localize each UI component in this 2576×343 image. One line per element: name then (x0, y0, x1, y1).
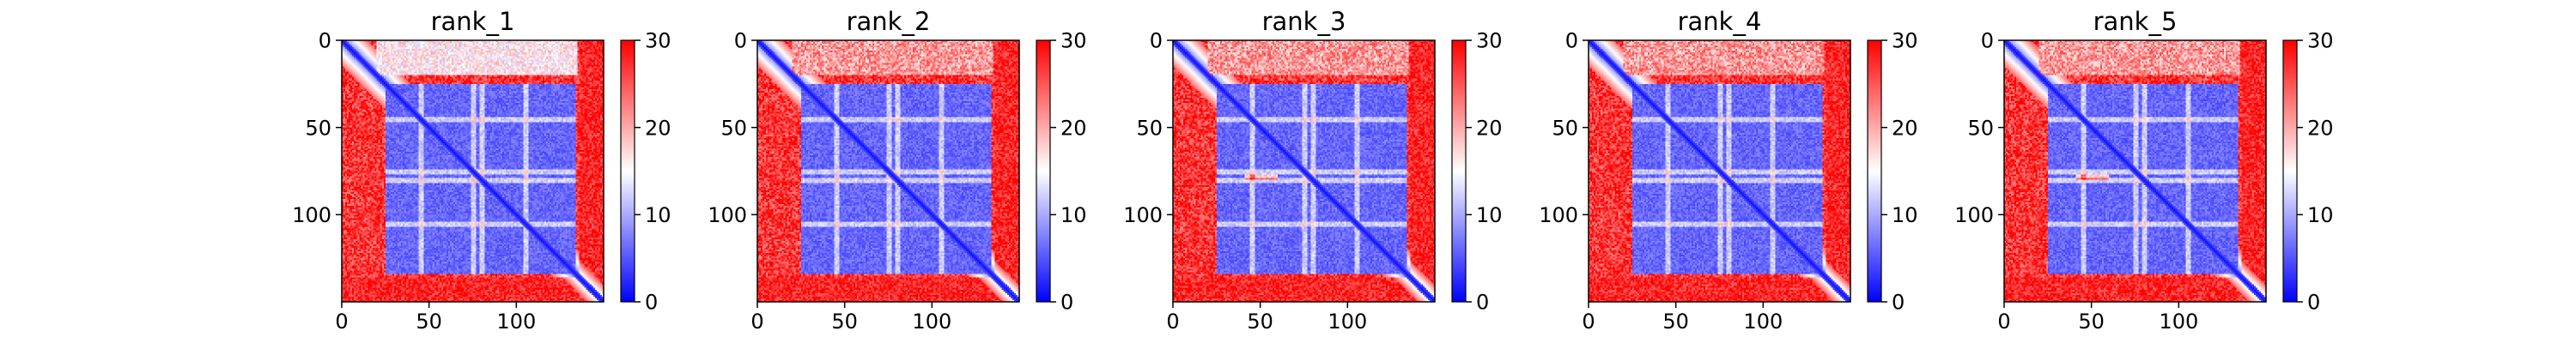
y-tick-label: 50 (1136, 116, 1163, 140)
y-tick-label: 50 (720, 116, 747, 140)
x-tick-label: 50 (1662, 310, 1689, 334)
colorbar-tick-label: 20 (1476, 116, 1503, 140)
axes-frame (756, 39, 1020, 303)
colorbar-tick-label: 10 (2307, 203, 2334, 227)
colorbar (1451, 39, 1467, 303)
colorbar (620, 39, 635, 303)
x-tick-label: 50 (1247, 310, 1273, 334)
x-tick-label: 100 (912, 310, 951, 334)
colorbar-tick-label: 20 (645, 116, 671, 140)
x-tick-label: 0 (1997, 310, 2010, 334)
colorbar-tick-label: 20 (1892, 116, 1918, 140)
y-tick-label: 50 (1552, 116, 1578, 140)
heatmap-image (1589, 40, 1850, 302)
x-tick-label: 50 (831, 310, 858, 334)
heatmap-panel-2: rank_2 0 50 100 0 50 100 0 10 20 30 (708, 7, 1086, 334)
y-tick-label: 100 (1539, 203, 1578, 227)
colorbar-tick-label: 30 (1060, 29, 1087, 53)
panel-title: rank_4 (1678, 7, 1762, 36)
x-tick-label: 100 (1327, 310, 1367, 334)
heatmap-image (1173, 40, 1435, 302)
y-tick-label: 50 (305, 116, 331, 140)
panel-title: rank_2 (847, 7, 931, 36)
y-tick-label: 0 (319, 29, 331, 53)
colorbar-tick-label: 30 (1892, 29, 1918, 53)
y-tick-label: 100 (292, 203, 331, 227)
y-tick-label: 100 (708, 203, 747, 227)
colorbar-tick-label: 0 (1060, 291, 1073, 315)
colorbar-tick-label: 10 (1060, 203, 1087, 227)
y-tick-label: 100 (1123, 203, 1163, 227)
heatmap-panel-3: rank_3 0 50 100 0 50 100 0 10 20 30 (1123, 7, 1502, 334)
heatmap-image (342, 40, 604, 302)
heatmap-panel-4: rank_4 0 50 100 0 50 100 0 10 20 30 (1539, 7, 1917, 334)
x-tick-label: 100 (2159, 310, 2198, 334)
y-tick-label: 0 (1565, 29, 1578, 53)
axes-frame (2003, 39, 2267, 303)
colorbar-tick-label: 10 (1476, 203, 1503, 227)
axes-frame (1588, 39, 1851, 303)
colorbar-tick-label: 30 (2307, 29, 2334, 53)
axes-frame (1172, 39, 1436, 303)
colorbar (1036, 39, 1051, 303)
colorbar-tick-label: 0 (1892, 291, 1905, 315)
heatmap-image (2004, 40, 2266, 302)
x-tick-label: 100 (496, 310, 536, 334)
x-tick-label: 0 (1582, 310, 1595, 334)
y-tick-label: 0 (1981, 29, 1994, 53)
axes-frame (341, 39, 605, 303)
y-tick-label: 0 (1150, 29, 1163, 53)
colorbar-tick-label: 10 (645, 203, 671, 227)
colorbar-tick-label: 0 (645, 291, 658, 315)
heatmap-image (757, 40, 1019, 302)
colorbar-tick-label: 20 (2307, 116, 2334, 140)
panel-title: rank_3 (1262, 7, 1346, 36)
colorbar-tick-label: 10 (1892, 203, 1918, 227)
y-tick-label: 50 (1967, 116, 1994, 140)
colorbar (1867, 39, 1882, 303)
colorbar-tick-label: 0 (2307, 291, 2320, 315)
heatmap-panel-1: rank_1 0 50 100 0 50 100 0 10 20 30 (292, 7, 671, 334)
panel-title: rank_1 (431, 7, 515, 36)
x-tick-label: 50 (2078, 310, 2105, 334)
colorbar-tick-label: 20 (1060, 116, 1087, 140)
x-tick-label: 50 (416, 310, 442, 334)
x-tick-label: 100 (1743, 310, 1783, 334)
heatmap-panel-5: rank_5 0 50 100 0 50 100 0 10 20 30 (1954, 7, 2333, 334)
colorbar-tick-label: 0 (1476, 291, 1489, 315)
colorbar (2282, 39, 2298, 303)
panel-title: rank_5 (2093, 7, 2178, 36)
x-tick-label: 0 (1166, 310, 1179, 334)
y-tick-label: 0 (734, 29, 747, 53)
y-tick-label: 100 (1954, 203, 1994, 227)
x-tick-label: 0 (750, 310, 763, 334)
colorbar-tick-label: 30 (1476, 29, 1503, 53)
colorbar-tick-label: 30 (645, 29, 671, 53)
x-tick-label: 0 (335, 310, 348, 334)
